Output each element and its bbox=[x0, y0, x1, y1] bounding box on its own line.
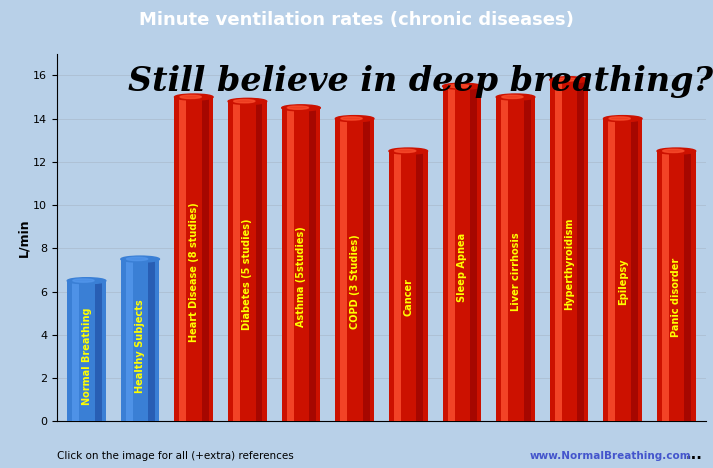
Bar bbox=[443, 86, 481, 421]
Ellipse shape bbox=[287, 106, 309, 110]
Ellipse shape bbox=[282, 105, 320, 111]
Ellipse shape bbox=[389, 148, 428, 154]
Bar bbox=[657, 151, 696, 421]
Ellipse shape bbox=[234, 100, 255, 103]
Bar bbox=[228, 102, 267, 421]
Bar bbox=[550, 80, 588, 421]
Bar bbox=[340, 119, 347, 421]
Bar bbox=[501, 97, 508, 421]
Bar bbox=[282, 108, 320, 421]
Bar bbox=[95, 281, 101, 421]
Ellipse shape bbox=[228, 98, 267, 104]
Ellipse shape bbox=[120, 256, 160, 262]
Ellipse shape bbox=[502, 95, 523, 99]
Bar bbox=[175, 97, 213, 421]
Bar bbox=[120, 259, 160, 421]
Bar bbox=[255, 102, 262, 421]
Bar bbox=[394, 151, 401, 421]
Text: Healthy Subjects: Healthy Subjects bbox=[135, 300, 145, 394]
Ellipse shape bbox=[657, 148, 696, 154]
Ellipse shape bbox=[443, 83, 481, 89]
Ellipse shape bbox=[448, 84, 469, 88]
Ellipse shape bbox=[126, 257, 148, 261]
Bar bbox=[202, 97, 209, 421]
Bar bbox=[72, 281, 79, 421]
Bar bbox=[287, 108, 294, 421]
Text: Asthma (5studies): Asthma (5studies) bbox=[296, 227, 306, 328]
Bar bbox=[631, 119, 638, 421]
Bar bbox=[578, 80, 584, 421]
Ellipse shape bbox=[67, 278, 106, 284]
Bar bbox=[363, 119, 370, 421]
Text: Cancer: Cancer bbox=[404, 278, 414, 316]
Text: Sleep Apnea: Sleep Apnea bbox=[457, 233, 467, 302]
Text: Panic disorder: Panic disorder bbox=[672, 257, 682, 336]
Text: Liver cirrhosis: Liver cirrhosis bbox=[511, 233, 520, 311]
Ellipse shape bbox=[603, 116, 642, 122]
Ellipse shape bbox=[341, 117, 362, 120]
Bar bbox=[180, 97, 186, 421]
Bar bbox=[416, 151, 424, 421]
Bar bbox=[608, 119, 615, 421]
Ellipse shape bbox=[394, 149, 416, 153]
Text: Epilepsy: Epilepsy bbox=[617, 259, 627, 305]
Bar bbox=[389, 151, 428, 421]
Text: Normal Breathing: Normal Breathing bbox=[81, 308, 91, 405]
Ellipse shape bbox=[335, 116, 374, 122]
Text: Minute ventilation rates (chronic diseases): Minute ventilation rates (chronic diseas… bbox=[139, 11, 574, 29]
Ellipse shape bbox=[555, 78, 577, 81]
Ellipse shape bbox=[550, 77, 588, 83]
Bar bbox=[309, 108, 316, 421]
Bar bbox=[233, 102, 240, 421]
Text: Still believe in deep breathing?: Still believe in deep breathing? bbox=[128, 65, 713, 98]
Ellipse shape bbox=[496, 94, 535, 100]
Bar bbox=[555, 80, 562, 421]
Ellipse shape bbox=[73, 279, 94, 282]
Ellipse shape bbox=[180, 95, 201, 99]
Text: COPD (3 Studies): COPD (3 Studies) bbox=[349, 234, 359, 329]
Y-axis label: L/min: L/min bbox=[17, 218, 31, 257]
Bar bbox=[684, 151, 692, 421]
Text: Hyperthyroidism: Hyperthyroidism bbox=[564, 218, 574, 310]
Ellipse shape bbox=[609, 117, 630, 120]
Ellipse shape bbox=[662, 149, 684, 153]
Bar bbox=[662, 151, 669, 421]
Bar bbox=[148, 259, 155, 421]
Bar bbox=[496, 97, 535, 421]
Text: Heart Disease (8 studies): Heart Disease (8 studies) bbox=[189, 202, 199, 342]
Bar bbox=[126, 259, 133, 421]
Ellipse shape bbox=[175, 94, 213, 100]
Bar bbox=[523, 97, 530, 421]
Bar bbox=[335, 119, 374, 421]
Text: Click on the image for all (+extra) references: Click on the image for all (+extra) refe… bbox=[57, 451, 294, 461]
Bar bbox=[603, 119, 642, 421]
Text: www.NormalBreathing.com: www.NormalBreathing.com bbox=[530, 451, 692, 461]
Text: Diabetes (5 studies): Diabetes (5 studies) bbox=[242, 219, 252, 330]
Bar bbox=[448, 86, 455, 421]
Bar bbox=[470, 86, 477, 421]
Bar bbox=[67, 281, 106, 421]
Text: ...: ... bbox=[685, 447, 702, 462]
